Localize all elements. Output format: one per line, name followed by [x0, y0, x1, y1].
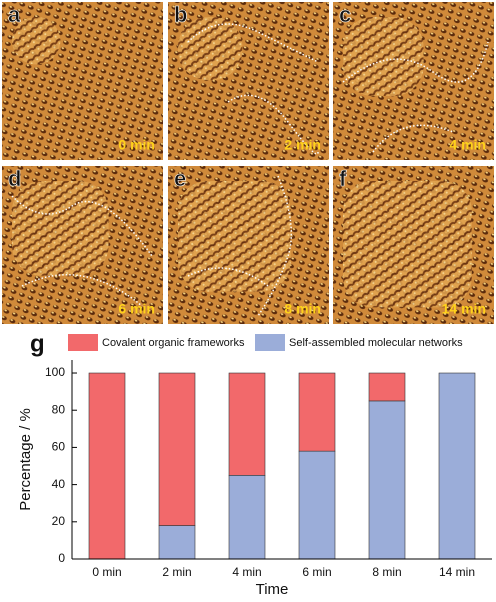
panel-time: 14 min — [442, 301, 486, 317]
domain-boundary — [187, 23, 319, 155]
panel-letter: d — [8, 166, 21, 191]
bar-segment — [228, 372, 266, 476]
image-panel: a 0 min — [2, 2, 163, 160]
y-tick-label: 40 — [52, 477, 66, 491]
legend-swatch — [255, 334, 285, 351]
panel-letter: f — [339, 166, 347, 191]
bar-segment — [158, 372, 196, 526]
bar-segment — [228, 475, 266, 560]
x-tick-label: 0 min — [92, 565, 121, 579]
image-panel: d 6 min — [2, 166, 163, 324]
afm-domain — [178, 181, 291, 292]
image-panels: a 0 min b 2 min c 4 min d 6 min e 8 min f 14 min — [2, 2, 494, 324]
bar-segment — [368, 372, 406, 402]
panel-time: 0 min — [118, 137, 155, 153]
domain-boundary — [11, 195, 153, 307]
panel-time: 2 min — [284, 137, 321, 153]
panel-time: 4 min — [449, 137, 486, 153]
x-axis-label: Time — [256, 581, 289, 598]
x-tick-label: 6 min — [302, 565, 331, 579]
bar-segment — [298, 450, 336, 560]
afm-domain — [343, 181, 472, 308]
y-tick-label: 20 — [52, 514, 66, 528]
bar-segment — [298, 372, 336, 452]
panel-letter: g — [30, 330, 45, 357]
image-panel: b 2 min — [168, 2, 329, 160]
image-panel: e 8 min — [168, 166, 329, 324]
afm-domain — [12, 17, 61, 65]
image-panel: f 14 min — [333, 166, 494, 324]
bar-segment — [88, 372, 126, 560]
x-tick-label: 2 min — [162, 565, 191, 579]
domain-boundary — [342, 41, 489, 153]
x-tick-label: 14 min — [439, 565, 475, 579]
legend-label: Self-assembled molecular networks — [289, 337, 463, 349]
panel-letter: c — [339, 2, 351, 27]
bar-segment — [368, 400, 406, 560]
y-tick-label: 0 — [58, 551, 65, 565]
x-tick-label: 8 min — [372, 565, 401, 579]
domain-boundary — [187, 175, 293, 317]
legend-label: Covalent organic frameworks — [102, 337, 245, 349]
y-axis-label: Percentage / % — [17, 408, 34, 511]
panel-time: 8 min — [284, 301, 321, 317]
x-tick-label: 4 min — [232, 565, 261, 579]
panel-time: 6 min — [118, 301, 155, 317]
afm-domain — [343, 17, 424, 96]
y-tick-label: 60 — [52, 440, 66, 454]
image-panel: c 4 min — [333, 2, 494, 160]
bar-segment — [438, 372, 476, 560]
bar-segment — [158, 525, 196, 560]
legend-swatch — [68, 334, 98, 351]
y-tick-label: 80 — [52, 402, 66, 416]
afm-domain — [12, 181, 109, 276]
afm-domain — [178, 17, 243, 81]
panel-letter: e — [174, 166, 186, 191]
y-tick-label: 100 — [45, 365, 65, 379]
panel-letter: a — [8, 2, 21, 27]
panel-letter: b — [174, 2, 187, 27]
